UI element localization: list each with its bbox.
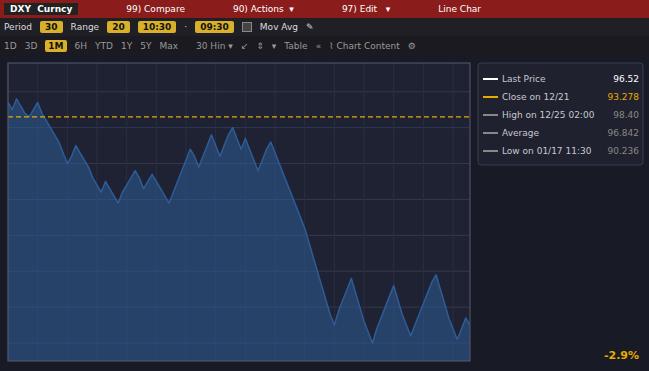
edit-icon[interactable]: ✎ [306,22,314,32]
tab[interactable]: 6H [75,41,88,51]
chart-background [0,55,649,371]
legend-value: 98.40 [613,110,639,120]
tab-tool[interactable]: « [316,41,322,51]
tab-tool[interactable]: ⚙ [408,41,416,51]
tabs: 1D 3D 1M 6H YTD 1Y 5Y Max 30 Hin ▾ ↙ ⇕ ▾ Table « ⌇ Cha… [0,36,649,55]
tab[interactable]: Max [159,41,178,51]
tab[interactable]: YTD [95,41,113,51]
tab[interactable]: 1Y [121,41,132,51]
legend-swatch [483,78,498,80]
period-label: Period [4,22,32,32]
range-value[interactable]: 20 [107,21,130,33]
legend-label: High on 12/25 02:00 [502,110,595,120]
legend-value: 93.278 [608,92,640,102]
change-label: -2.9% [604,349,639,362]
legend-label: Close on 12/21 [502,92,569,102]
area [8,99,470,361]
legend-swatch [483,132,498,134]
legend-box [478,63,643,165]
tab[interactable]: 1D [4,41,17,51]
toolbar: Period 30 Range 20 10:30 · 09:30 Mov Avg ✎ [0,18,649,36]
time-from[interactable]: 10:30 [138,21,177,33]
period-value[interactable]: 30 [40,21,63,33]
legend-swatch [483,114,498,116]
tab-tool[interactable]: 30 Hin ▾ [196,41,233,51]
tab[interactable]: 3D [25,41,38,51]
tab[interactable]: 5Y [140,41,151,51]
legend-label: Average [502,128,539,138]
header-item[interactable]: 97) Edit ▾ [342,4,390,14]
header-item[interactable]: Line Char [438,4,481,14]
legend-value: 90.236 [608,146,640,156]
tab-tool[interactable]: ⌇ Chart Content [329,41,400,51]
legend-label: Low on 01/17 11:30 [502,146,592,156]
header: DXY Curncy 99) Compare 90) Actions ▾ 97) Ed… [0,0,649,18]
y-grid-line [8,127,470,128]
legend-value: 96.52 [613,74,639,84]
tab-tool[interactable]: ↙ [241,41,249,51]
legend-label: Last Price [502,74,546,84]
range-label: Range [71,22,100,32]
x-grid-line [334,63,335,361]
tab[interactable]: 1M [45,40,66,52]
line [8,99,470,343]
legend-swatch [483,96,498,98]
plot-frame [8,63,470,361]
legend-swatch [483,150,498,152]
time-to[interactable]: 09:30 [195,21,234,33]
legend-value: 96.842 [608,128,640,138]
header-item[interactable]: 99) Compare [126,4,185,14]
tab-tool[interactable]: Table [284,41,307,51]
tab-tool[interactable]: ▾ [272,41,277,51]
checkbox[interactable] [242,22,252,32]
header-item[interactable]: 90) Actions ▾ [233,4,294,14]
chart: Last Price 96.52 Close on 12/21 93.278 High … [0,55,649,371]
separator: · [184,22,187,32]
x-grid-line [453,63,454,361]
tab-tool[interactable]: ⇕ [256,41,264,51]
plot-marks [8,99,470,361]
reference-line [8,116,470,117]
plot-area [8,63,470,361]
mov-avg-label: Mov Avg [260,22,298,32]
y-grid-line [8,91,470,92]
x-grid-line [364,63,365,361]
title: DXY Curncy [4,3,78,15]
